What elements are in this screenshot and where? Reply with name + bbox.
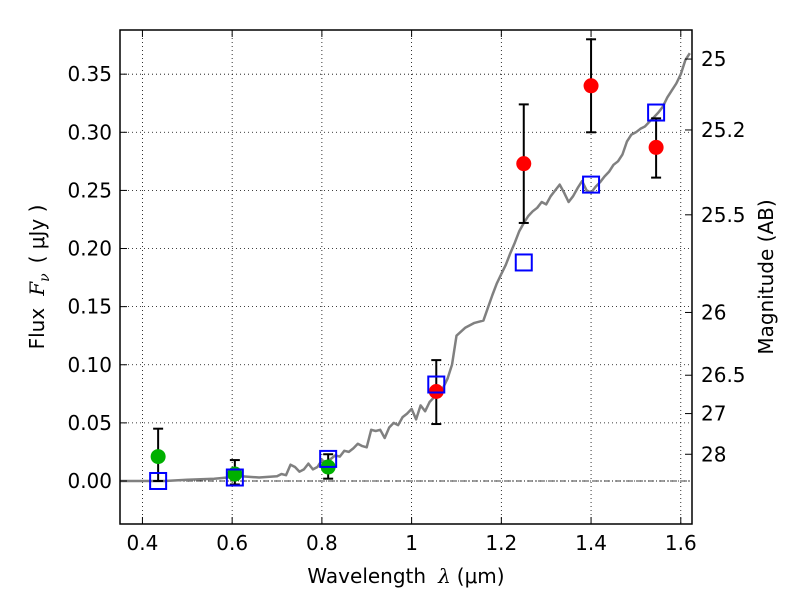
x-axis-symbol: λ — [437, 564, 451, 588]
y2-tick-label: 26.5 — [701, 363, 746, 387]
y2-tick-label: 27 — [701, 402, 726, 426]
model-band-box-2 — [319, 449, 338, 468]
red-data-point-2 — [583, 78, 599, 94]
y-tick-label: 0.15 — [67, 295, 112, 319]
x-axis-title: Wavelength λ (μm) — [307, 564, 504, 588]
model-band-box-4 — [514, 253, 533, 272]
y2-tick-label: 25.5 — [701, 203, 746, 227]
x-axis-label: Wavelength — [307, 564, 426, 588]
y-axis-unit: ( μJy ) — [25, 205, 49, 264]
model-band-box-3 — [427, 375, 446, 394]
x-tick-label: 1.6 — [665, 531, 697, 555]
y2-tick-label: 28 — [701, 442, 726, 466]
y-tick-label: 0.10 — [67, 353, 112, 377]
y2-tick-label: 25.2 — [701, 118, 746, 142]
plot-frame — [119, 29, 693, 525]
y-axis-title: Flux Fν ( μJy ) — [25, 205, 53, 350]
y-tick-label: 0.05 — [67, 411, 112, 435]
red-data-point-0 — [428, 383, 444, 399]
y-axis-label: Flux — [25, 308, 49, 350]
x-tick-label: 0.8 — [306, 531, 338, 555]
model-band-box-1 — [225, 468, 244, 487]
model-band-box-5 — [582, 175, 601, 194]
y-tick-label: 0.30 — [67, 120, 112, 144]
x-tick-label: 0.4 — [127, 531, 159, 555]
y-tick-label: 0.00 — [67, 469, 112, 493]
y-tick-label: 0.20 — [67, 237, 112, 261]
green-data-point-0 — [150, 449, 166, 465]
y2-tick-label: 26 — [701, 300, 726, 324]
x-tick-label: 1.2 — [485, 531, 517, 555]
y-tick-label: 0.35 — [67, 62, 112, 86]
y-axis-symbol-subscript: ν — [37, 273, 53, 282]
x-axis-unit: (μm) — [457, 564, 505, 588]
y-tick-label: 0.25 — [67, 178, 112, 202]
red-data-point-1 — [516, 156, 532, 172]
model-band-box-0 — [149, 471, 168, 490]
ticks-layer: 0.4 0.6 0.8 1 1.2 1.4 1.6 0.00 0.05 0.10 0.15 0.20 0… — [67, 30, 746, 555]
model-spectrum-layer — [120, 52, 691, 483]
x-tick-label: 1.4 — [575, 531, 607, 555]
model-spectrum-line — [120, 52, 691, 483]
model-box-markers-layer — [149, 103, 666, 490]
y2-tick-label: 25 — [701, 47, 726, 71]
y-axis-symbol: F — [25, 281, 49, 297]
x-tick-label: 0.6 — [216, 531, 248, 555]
x-tick-label: 1 — [405, 531, 418, 555]
y2-axis-title: Magnitude (AB) — [754, 199, 778, 354]
red-data-point-3 — [648, 139, 664, 155]
model-band-box-6 — [647, 103, 666, 122]
